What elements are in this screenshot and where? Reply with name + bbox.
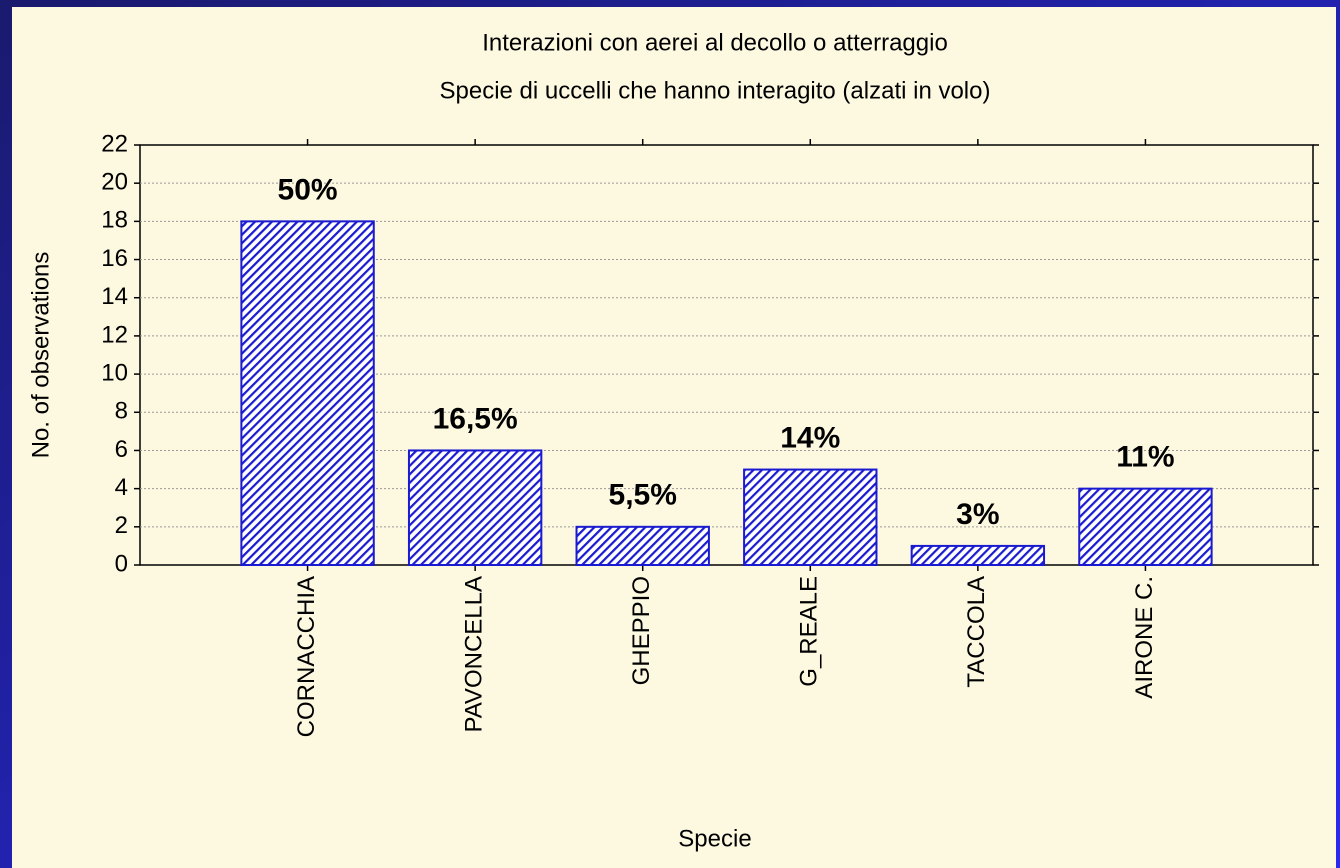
- x-tick-label: CORNACCHIA: [293, 576, 320, 737]
- x-tick-label: GHEPPIO: [628, 576, 655, 685]
- plot-area: [139, 144, 1314, 566]
- y-tick-label: 12: [101, 321, 128, 348]
- x-tick-label: G_REALE: [796, 576, 823, 687]
- y-tick-label: 14: [101, 283, 128, 310]
- background: [12, 7, 1336, 868]
- y-axis-label: No. of observations: [27, 252, 54, 459]
- chart-subtitle: Specie di uccelli che hanno interagito (…: [440, 77, 991, 104]
- y-tick-label: 8: [115, 398, 128, 425]
- y-tick-label: 0: [115, 550, 128, 577]
- bar: [575, 525, 710, 566]
- y-tick-label: 22: [101, 130, 128, 157]
- y-tick-label: 20: [101, 169, 128, 196]
- data-label: 50%: [278, 173, 338, 206]
- x-tick-label: TACCOLA: [963, 576, 990, 688]
- y-tick-label: 10: [101, 359, 128, 386]
- data-label: 14%: [780, 421, 840, 454]
- x-tick-label: AIRONE C.: [1131, 576, 1158, 699]
- x-tick-label: PAVONCELLA: [460, 576, 487, 733]
- bar: [1078, 487, 1213, 566]
- data-label: 5,5%: [609, 479, 677, 512]
- bar: [743, 468, 878, 566]
- data-label: 16,5%: [433, 402, 518, 435]
- y-tick-label: 18: [101, 207, 128, 234]
- bar: [407, 449, 543, 567]
- chart-title: Interazioni con aerei al decollo o atter…: [482, 29, 948, 56]
- y-tick-label: 6: [115, 436, 128, 463]
- data-label: 11%: [1116, 441, 1174, 474]
- y-tick-label: 16: [101, 245, 128, 272]
- bar: [240, 220, 375, 566]
- bar: [910, 544, 1046, 567]
- y-tick-label: 2: [115, 512, 128, 539]
- data-label: 3%: [956, 498, 999, 531]
- y-tick-label: 4: [115, 474, 128, 501]
- x-axis-label: Specie: [678, 825, 751, 852]
